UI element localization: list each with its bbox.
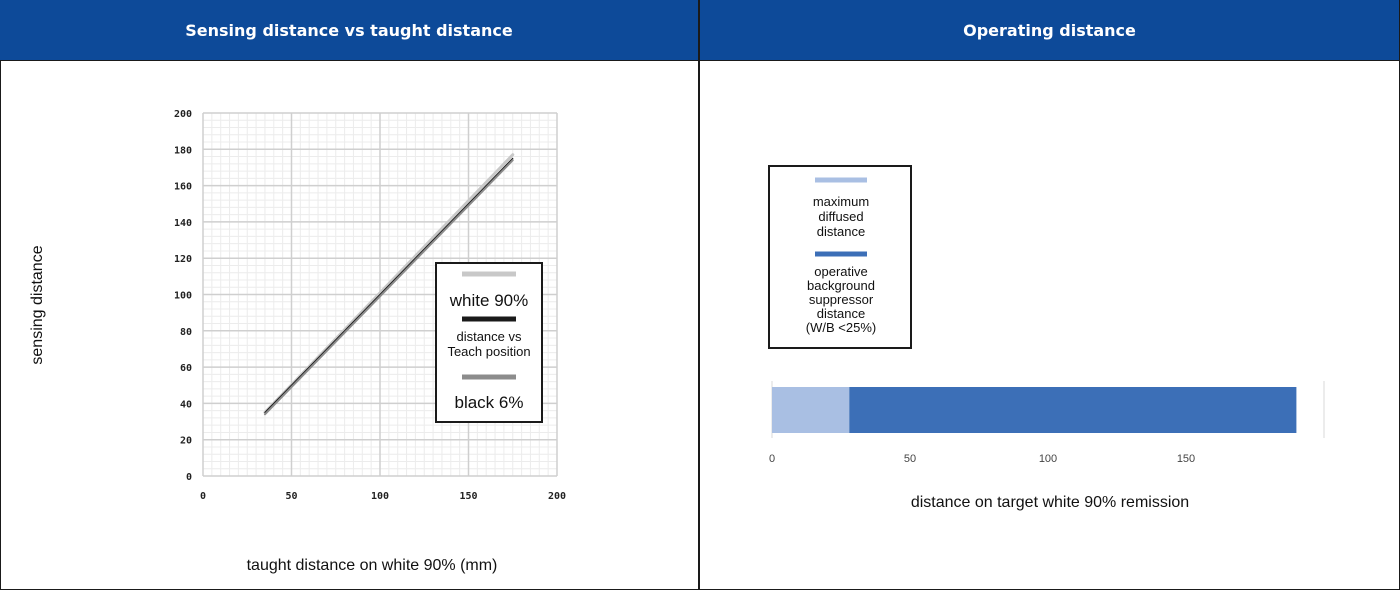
x-tick-label: 200 <box>548 491 566 502</box>
x-tick-label: 0 <box>200 491 206 502</box>
y-tick-label: 200 <box>174 109 192 120</box>
bar-segment <box>772 387 849 433</box>
y-tick-label: 120 <box>174 254 192 265</box>
x-tick-label: 100 <box>1039 453 1057 465</box>
legend-label: operative background suppressor distance (W/… <box>806 264 876 335</box>
x-tick-label: 100 <box>371 491 389 502</box>
bar-segment <box>849 387 1296 433</box>
y-tick-label: 60 <box>180 363 192 374</box>
x-tick-label: 50 <box>904 453 916 465</box>
y-axis-label: sensing distance <box>29 245 46 364</box>
y-tick-label: 80 <box>180 327 192 338</box>
y-tick-label: 160 <box>174 182 192 193</box>
x-tick-label: 0 <box>769 453 775 465</box>
y-tick-label: 100 <box>174 291 192 302</box>
x-tick-label: 150 <box>1177 453 1195 465</box>
x-tick-label: 50 <box>285 491 297 502</box>
y-tick-label: 180 <box>174 145 192 156</box>
y-tick-label: 140 <box>174 218 192 229</box>
legend-label: distance vs Teach position <box>447 329 530 359</box>
x-axis-label: distance on target white 90% remission <box>911 494 1189 511</box>
y-tick-label: 0 <box>186 472 192 483</box>
x-tick-label: 150 <box>459 491 477 502</box>
y-tick-label: 20 <box>180 436 192 447</box>
legend-label: white 90% <box>449 291 528 310</box>
y-tick-label: 40 <box>180 399 192 410</box>
legend-label: black 6% <box>455 393 524 412</box>
x-axis-label: taught distance on white 90% (mm) <box>247 557 498 574</box>
legend-label: maximum diffused distance <box>813 194 869 239</box>
